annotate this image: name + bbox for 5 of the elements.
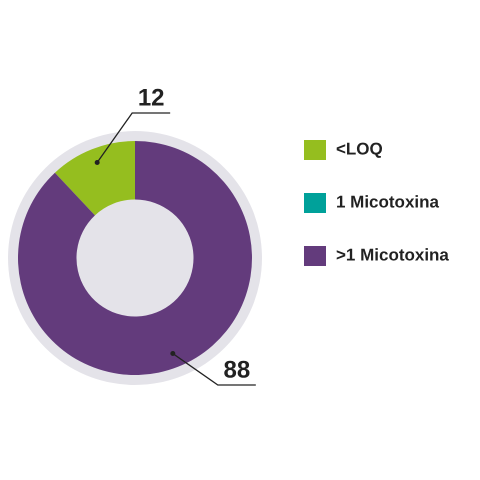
legend-label: 1 Micotoxina: [336, 192, 440, 212]
data-label: 12: [138, 84, 165, 112]
legend-label: >1 Micotoxina: [336, 246, 450, 265]
data-label: 88: [223, 356, 250, 384]
legend-label: <LOQ: [336, 140, 383, 159]
